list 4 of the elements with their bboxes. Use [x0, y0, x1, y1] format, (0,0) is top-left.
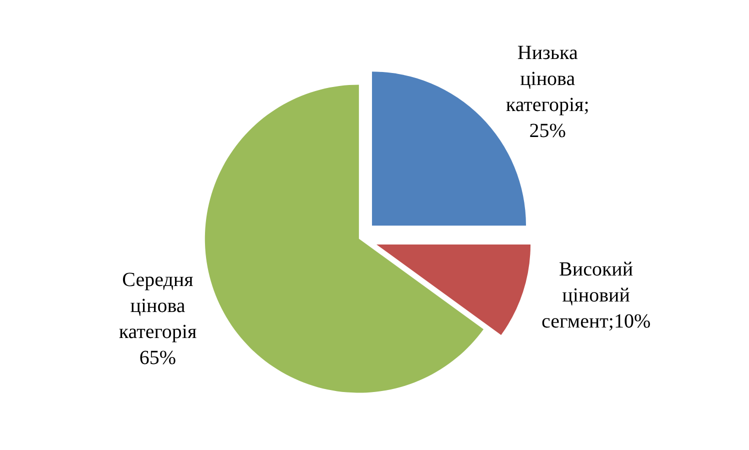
- slice-label: Високий ціновий сегмент;10%: [541, 258, 651, 333]
- slice-label: Середня цінова категорія: [118, 268, 197, 343]
- data-label: 65%: [139, 346, 176, 369]
- slice-label: Низька цінова категорія; 25%: [506, 42, 590, 142]
